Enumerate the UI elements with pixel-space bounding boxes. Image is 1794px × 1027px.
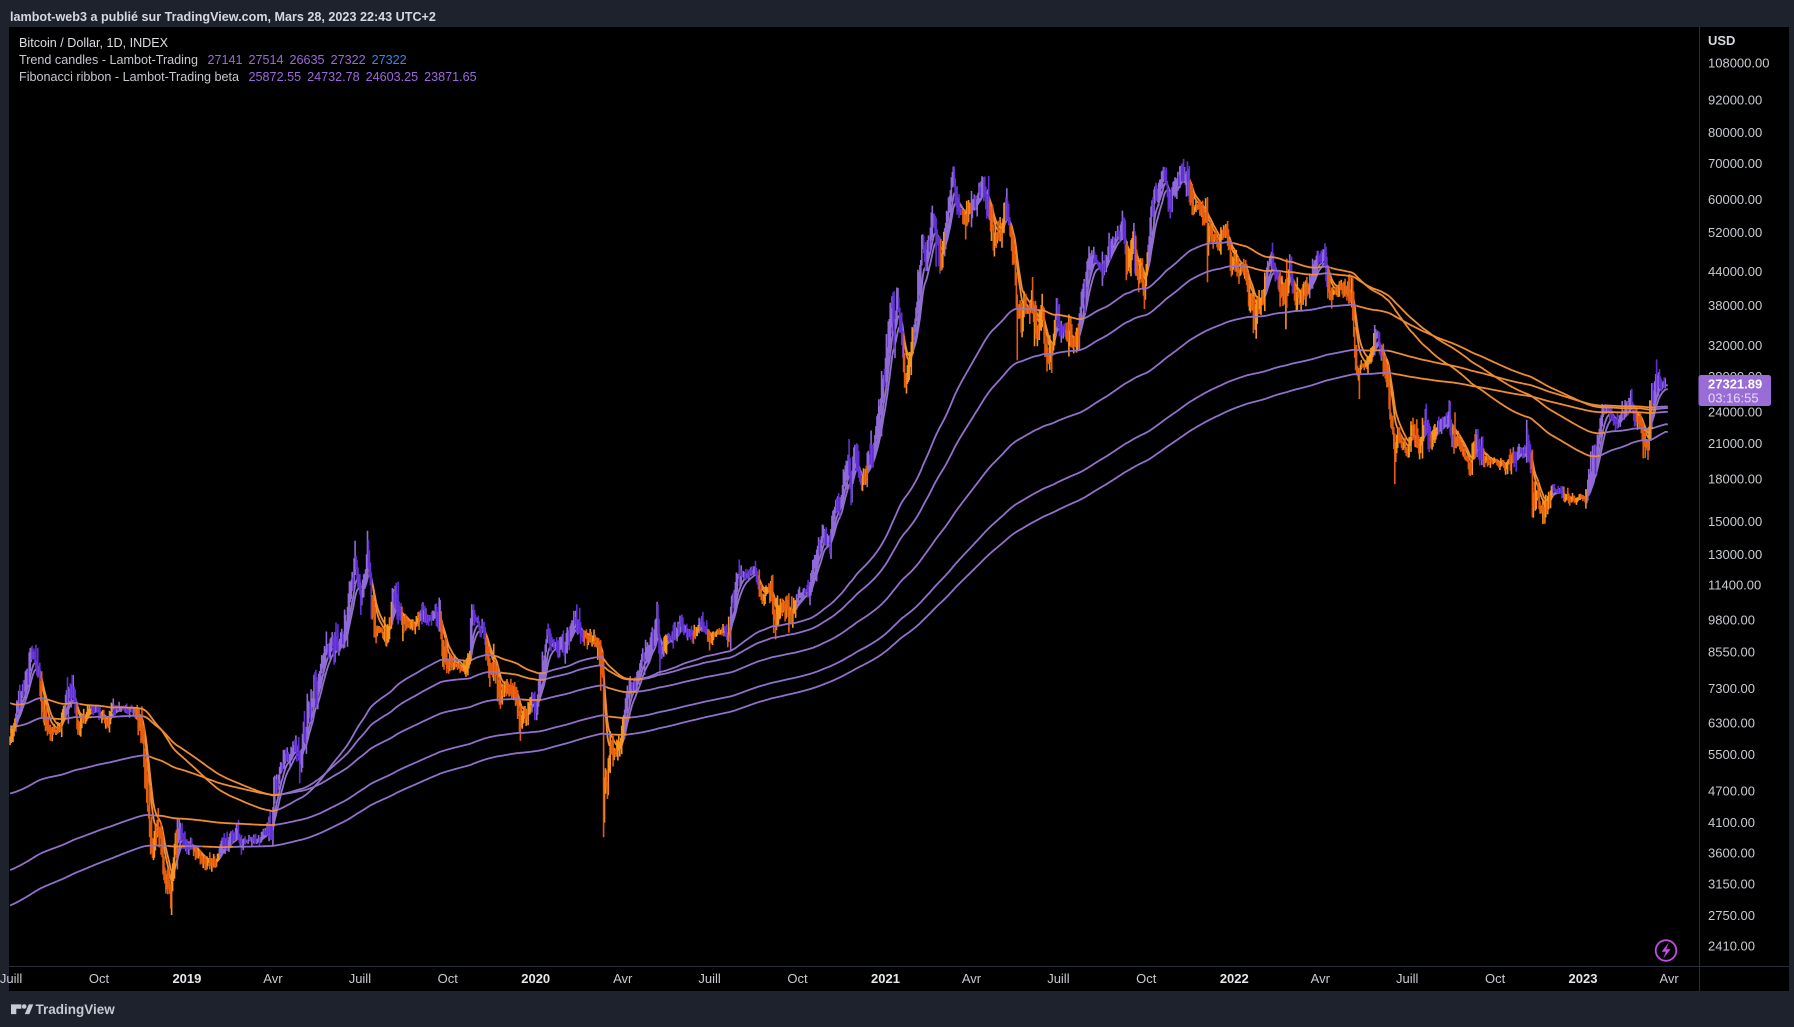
svg-text:Oct: Oct — [787, 971, 808, 986]
svg-text:Avr: Avr — [1311, 971, 1331, 986]
svg-text:4700.00: 4700.00 — [1708, 783, 1755, 798]
svg-text:Juill: Juill — [1047, 971, 1070, 986]
svg-text:3150.00: 3150.00 — [1708, 876, 1755, 891]
svg-text:2021: 2021 — [871, 971, 900, 986]
svg-text:60000.00: 60000.00 — [1708, 192, 1762, 207]
svg-text:92000.00: 92000.00 — [1708, 93, 1762, 108]
svg-text:Oct: Oct — [1136, 971, 1157, 986]
svg-text:2022: 2022 — [1220, 971, 1249, 986]
svg-text:Trend candles - Lambot-Trading: Trend candles - Lambot-Trading 27141 2751… — [19, 53, 407, 67]
svg-text:Juill: Juill — [349, 971, 372, 986]
svg-text:27321.89: 27321.89 — [1708, 377, 1762, 392]
svg-text:Juill: Juill — [698, 971, 721, 986]
svg-text:15000.00: 15000.00 — [1708, 514, 1762, 529]
svg-text:4100.00: 4100.00 — [1708, 815, 1755, 830]
svg-text:Fibonacci ribbon - Lambot-Trad: Fibonacci ribbon - Lambot-Trading beta 2… — [19, 70, 477, 84]
svg-text:Oct: Oct — [438, 971, 459, 986]
svg-text:108000.00: 108000.00 — [1708, 56, 1769, 71]
svg-text:lambot-web3 a publié sur Tradi: lambot-web3 a publié sur TradingView.com… — [10, 10, 436, 24]
svg-text:03:16:55: 03:16:55 — [1708, 391, 1759, 406]
svg-text:2410.00: 2410.00 — [1708, 938, 1755, 953]
svg-text:32000.00: 32000.00 — [1708, 338, 1762, 353]
svg-text:38000.00: 38000.00 — [1708, 298, 1762, 313]
svg-text:5500.00: 5500.00 — [1708, 747, 1755, 762]
svg-text:TradingView: TradingView — [36, 1002, 116, 1017]
svg-text:USD: USD — [1708, 33, 1735, 48]
svg-text:6300.00: 6300.00 — [1708, 715, 1755, 730]
svg-text:Bitcoin / Dollar, 1D, INDEX: Bitcoin / Dollar, 1D, INDEX — [19, 36, 169, 50]
svg-text:70000.00: 70000.00 — [1708, 156, 1762, 171]
svg-text:3600.00: 3600.00 — [1708, 845, 1755, 860]
svg-text:52000.00: 52000.00 — [1708, 225, 1762, 240]
svg-text:13000.00: 13000.00 — [1708, 547, 1762, 562]
svg-text:2750.00: 2750.00 — [1708, 908, 1755, 923]
svg-text:18000.00: 18000.00 — [1708, 472, 1762, 487]
svg-text:Oct: Oct — [89, 971, 110, 986]
svg-text:80000.00: 80000.00 — [1708, 125, 1762, 140]
svg-text:Avr: Avr — [613, 971, 633, 986]
svg-text:9800.00: 9800.00 — [1708, 613, 1755, 628]
svg-text:8550.00: 8550.00 — [1708, 644, 1755, 659]
svg-text:Oct: Oct — [1485, 971, 1506, 986]
svg-text:11400.00: 11400.00 — [1708, 578, 1761, 593]
svg-text:2020: 2020 — [521, 971, 550, 986]
svg-text:Avr: Avr — [962, 971, 982, 986]
svg-text:2019: 2019 — [172, 971, 201, 986]
svg-text:Juill: Juill — [1396, 971, 1419, 986]
svg-text:Juill: Juill — [0, 971, 22, 986]
svg-text:Avr: Avr — [1659, 971, 1679, 986]
svg-text:7300.00: 7300.00 — [1708, 681, 1755, 696]
svg-text:21000.00: 21000.00 — [1708, 436, 1762, 451]
svg-text:Avr: Avr — [263, 971, 283, 986]
svg-text:44000.00: 44000.00 — [1708, 264, 1762, 279]
svg-text:2023: 2023 — [1569, 971, 1598, 986]
svg-text:24000.00: 24000.00 — [1708, 405, 1762, 420]
